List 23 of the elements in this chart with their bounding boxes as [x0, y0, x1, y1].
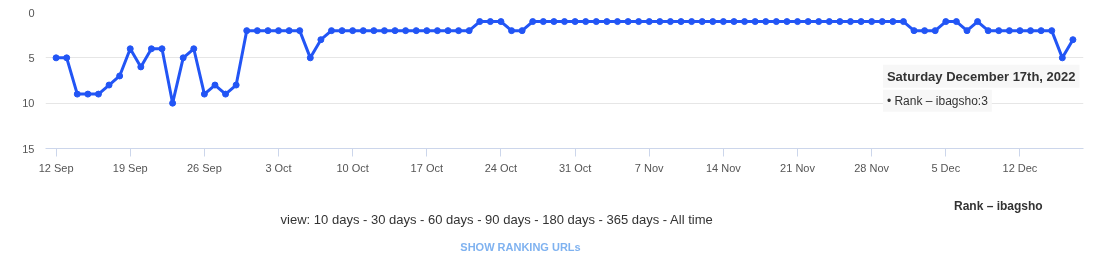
x-tick-label: 5 Dec [931, 161, 961, 174]
x-tick-label: 3 Oct [265, 161, 292, 174]
y-tick-label: 15 [22, 142, 35, 155]
x-tick-label: 14 Nov [705, 161, 742, 174]
x-tick-label: 17 Oct [410, 161, 444, 174]
x-tick-label: 10 Oct [336, 161, 369, 174]
text: SHOW RANKING URLs [460, 240, 581, 253]
x-tick-label: 19 Sep [112, 161, 148, 174]
x-tick-label: 28 Nov [854, 161, 890, 174]
x-tick-label: 21 Nov [780, 161, 816, 174]
x-tick-label: 31 Oct [558, 161, 592, 174]
x-tick-label: 12 Sep [38, 161, 74, 174]
x-tick-label: 26 Sep [186, 161, 222, 174]
annotation: Saturday December 17th, 2022 [886, 68, 1076, 84]
y-tick-label: 0 [28, 6, 35, 19]
x-tick-label: 24 Oct [484, 161, 518, 174]
text: Rank – ibagsho [954, 199, 1043, 213]
text: view: 10 days - 30 days - 60 days - 90 days - 180 days - 365 days - All time [280, 211, 713, 227]
x-tick-label: 12 Dec [1002, 161, 1038, 174]
annotation: • Rank – ibagsho:3 [886, 93, 989, 108]
x-tick-label: 7 Nov [634, 161, 665, 174]
y-tick-label: 5 [28, 51, 35, 64]
y-tick-label: 10 [22, 97, 35, 110]
